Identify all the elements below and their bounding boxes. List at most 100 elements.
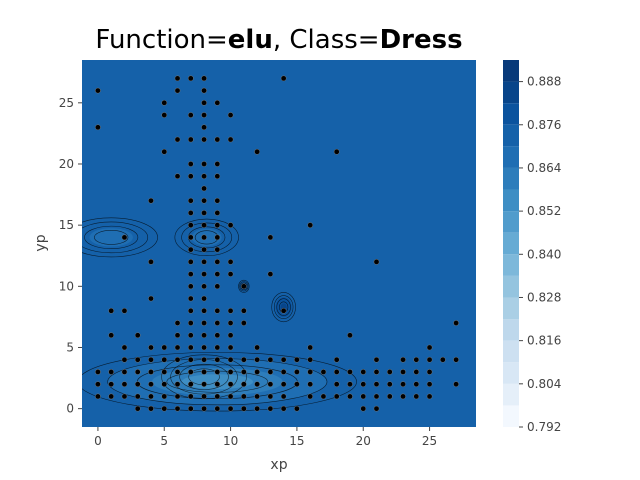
- data-point: [361, 369, 366, 374]
- data-point: [95, 125, 100, 130]
- data-point: [188, 394, 193, 399]
- data-point: [387, 382, 392, 387]
- data-point: [188, 174, 193, 179]
- data-point: [175, 137, 180, 142]
- data-point: [201, 76, 206, 81]
- data-point: [228, 259, 233, 264]
- colorbar: [503, 60, 519, 427]
- data-point: [400, 369, 405, 374]
- data-point: [201, 137, 206, 142]
- data-point: [215, 137, 220, 142]
- data-point: [201, 88, 206, 93]
- data-point: [122, 308, 127, 313]
- data-point: [162, 112, 167, 117]
- data-point: [215, 320, 220, 325]
- data-point: [268, 369, 273, 374]
- data-point: [228, 394, 233, 399]
- data-point: [135, 333, 140, 338]
- data-point: [201, 125, 206, 130]
- colorbar-segment: [503, 362, 519, 384]
- colorbar-tick-label: 0.864: [527, 161, 561, 175]
- data-point: [308, 394, 313, 399]
- data-point: [148, 394, 153, 399]
- data-point: [188, 76, 193, 81]
- data-point: [162, 357, 167, 362]
- x-tick-label: 20: [356, 434, 371, 448]
- title-function: elu: [228, 25, 273, 55]
- data-point: [215, 174, 220, 179]
- data-point: [228, 406, 233, 411]
- x-tick-label: 5: [160, 434, 168, 448]
- data-point: [374, 357, 379, 362]
- data-point: [201, 333, 206, 338]
- data-point: [294, 369, 299, 374]
- data-point: [387, 394, 392, 399]
- data-point: [175, 394, 180, 399]
- data-point: [361, 406, 366, 411]
- chart-title: Function=elu, Class=Dress: [95, 25, 462, 55]
- data-point: [255, 369, 260, 374]
- data-point: [201, 394, 206, 399]
- colorbar-segment: [503, 384, 519, 406]
- data-point: [228, 333, 233, 338]
- data-point: [175, 357, 180, 362]
- data-point: [414, 394, 419, 399]
- data-point: [188, 112, 193, 117]
- data-point: [188, 210, 193, 215]
- data-point: [454, 320, 459, 325]
- data-point: [400, 382, 405, 387]
- data-point: [135, 382, 140, 387]
- title-separator: , Class=: [273, 25, 380, 55]
- colorbar-segment: [503, 405, 519, 427]
- data-point: [334, 382, 339, 387]
- data-point: [201, 174, 206, 179]
- data-point: [427, 369, 432, 374]
- data-point: [201, 382, 206, 387]
- data-point: [122, 345, 127, 350]
- data-point: [228, 345, 233, 350]
- colorbar-tick-label: 0.876: [527, 118, 561, 132]
- data-point: [201, 210, 206, 215]
- data-point: [201, 369, 206, 374]
- data-point: [308, 369, 313, 374]
- colorbar-segment: [503, 82, 519, 104]
- data-point: [148, 369, 153, 374]
- colorbar-tick-label: 0.804: [527, 377, 561, 391]
- data-point: [122, 382, 127, 387]
- data-point: [215, 161, 220, 166]
- data-point: [162, 406, 167, 411]
- data-point: [268, 382, 273, 387]
- data-point: [148, 345, 153, 350]
- data-point: [347, 382, 352, 387]
- data-point: [228, 308, 233, 313]
- y-axis-label: yp: [33, 234, 49, 251]
- data-point: [109, 333, 114, 338]
- data-point: [308, 345, 313, 350]
- data-point: [414, 369, 419, 374]
- data-point: [334, 394, 339, 399]
- colorbar-segment: [503, 276, 519, 298]
- data-point: [175, 345, 180, 350]
- data-point: [374, 382, 379, 387]
- colorbar-segment: [503, 254, 519, 276]
- data-point: [241, 284, 246, 289]
- data-point: [374, 406, 379, 411]
- data-point: [281, 369, 286, 374]
- data-point: [281, 382, 286, 387]
- y-tick-label: 5: [66, 340, 74, 354]
- data-point: [215, 198, 220, 203]
- data-point: [201, 247, 206, 252]
- data-point: [347, 394, 352, 399]
- data-point: [148, 382, 153, 387]
- data-point: [215, 406, 220, 411]
- x-axis-label: xp: [270, 457, 287, 473]
- data-point: [427, 394, 432, 399]
- y-tick-label: 0: [66, 402, 74, 416]
- y-tick-label: 10: [59, 279, 74, 293]
- data-point: [228, 369, 233, 374]
- data-point: [201, 296, 206, 301]
- data-point: [201, 284, 206, 289]
- data-point: [215, 345, 220, 350]
- data-point: [162, 100, 167, 105]
